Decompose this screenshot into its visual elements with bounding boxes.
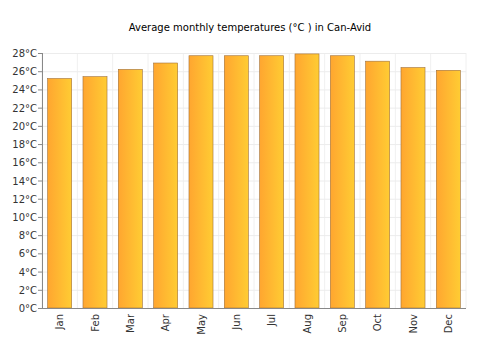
x-tick-label: Dec xyxy=(443,314,454,333)
y-tick xyxy=(38,71,42,72)
x-tick-label: Jun xyxy=(231,314,242,331)
x-tick-label: Apr xyxy=(160,313,171,331)
y-axis xyxy=(42,53,43,308)
y-tick xyxy=(38,126,42,127)
x-tick-label: Jan xyxy=(54,314,65,330)
x-tick-label: Aug xyxy=(302,314,313,334)
x-axis xyxy=(42,308,466,309)
y-tick-label: 16°C xyxy=(12,157,37,168)
y-tick xyxy=(38,199,42,200)
x-tick-label: Sep xyxy=(337,314,348,333)
x-tick-label: Feb xyxy=(90,314,101,332)
bar xyxy=(401,68,425,308)
bar xyxy=(436,70,460,308)
bar xyxy=(118,69,142,308)
chart-svg: Average monthly temperatures (°C ) in Ca… xyxy=(0,0,500,350)
y-tick xyxy=(38,181,42,182)
y-tick xyxy=(38,53,42,54)
y-tick-label: 20°C xyxy=(12,121,37,132)
y-tick-label: 10°C xyxy=(12,212,37,223)
y-tick xyxy=(38,308,42,309)
y-tick-label: 22°C xyxy=(12,103,37,114)
bar xyxy=(366,61,390,308)
y-tick-label: 8°C xyxy=(19,230,37,241)
y-tick xyxy=(38,89,42,90)
x-tick-label: Oct xyxy=(372,314,383,331)
y-tick-label: 14°C xyxy=(12,176,37,187)
bar xyxy=(295,54,319,308)
y-tick-label: 2°C xyxy=(19,285,37,296)
y-tick-label: 4°C xyxy=(19,267,37,278)
bar xyxy=(154,63,178,308)
title: Average monthly temperatures (°C ) in Ca… xyxy=(129,22,371,33)
bar xyxy=(83,77,107,308)
y-tick-label: 28°C xyxy=(12,48,37,59)
y-tick xyxy=(38,162,42,163)
y-tick xyxy=(38,272,42,273)
x-tick-label: Nov xyxy=(408,314,419,334)
y-tick xyxy=(38,144,42,145)
y-tick-label: 6°C xyxy=(19,248,37,259)
y-tick xyxy=(38,290,42,291)
y-tick-label: 18°C xyxy=(12,139,37,150)
y-tick xyxy=(38,253,42,254)
grid-line xyxy=(42,308,466,309)
x-tick-label: Mar xyxy=(125,313,136,333)
y-tick xyxy=(38,108,42,109)
bars xyxy=(48,54,461,308)
x-tick-label: Jul xyxy=(266,314,277,327)
chart-container: Average monthly temperatures (°C ) in Ca… xyxy=(0,0,500,350)
y-tick-label: 26°C xyxy=(12,66,37,77)
y-tick-label: 0°C xyxy=(19,303,37,314)
bar xyxy=(189,56,213,308)
y-tick xyxy=(38,235,42,236)
bar xyxy=(330,56,354,308)
bar xyxy=(224,56,248,308)
bar xyxy=(260,56,284,308)
y-tick xyxy=(38,217,42,218)
x-tick-label: May xyxy=(196,314,207,335)
grid-line xyxy=(42,53,466,54)
y-tick-label: 12°C xyxy=(12,194,37,205)
y-tick-label: 24°C xyxy=(12,84,37,95)
bar xyxy=(48,79,72,309)
